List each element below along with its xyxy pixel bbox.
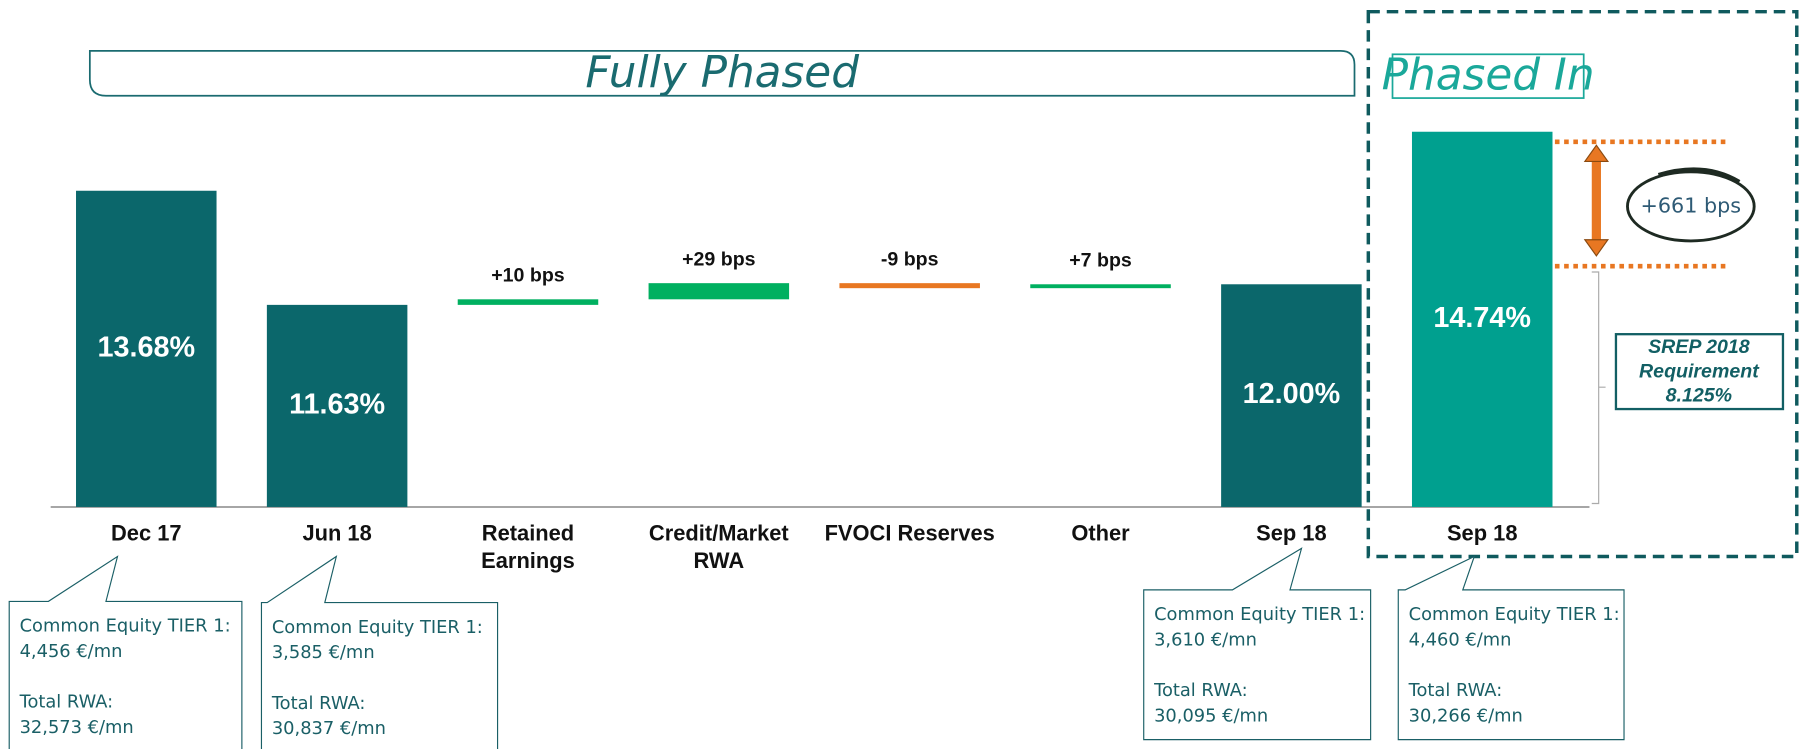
callout-text: 30,095 €/mn — [1154, 706, 1268, 727]
ring-swoosh — [1657, 167, 1741, 185]
srep-line: Requirement — [1639, 360, 1760, 382]
callout-text: Common Equity TIER 1: — [272, 617, 483, 638]
difference-label: +661 bps — [1641, 193, 1742, 217]
srep-line: SREP 2018 — [1648, 336, 1750, 358]
value-label: 13.68% — [97, 331, 195, 363]
phased-in-title-frame — [1391, 53, 1585, 99]
x-tick-label: Sep 18 — [1447, 520, 1518, 545]
x-tick-label: Sep 18 — [1256, 520, 1327, 545]
bar — [648, 283, 790, 300]
value-label: +7 bps — [1069, 249, 1132, 271]
value-label: 11.63% — [289, 389, 385, 421]
x-tick-label: Jun 18 — [302, 520, 371, 545]
callout-text: 4,456 €/mn — [20, 641, 123, 662]
callout-text: Common Equity TIER 1: — [1409, 604, 1620, 625]
value-label: +10 bps — [491, 264, 565, 286]
callout-text: Common Equity TIER 1: — [20, 616, 231, 637]
x-tick-label: Dec 17 — [111, 520, 182, 545]
callout-text: 32,573 €/mn — [20, 717, 134, 738]
value-label: 12.00% — [1243, 378, 1341, 410]
callout-text: Common Equity TIER 1: — [1154, 604, 1365, 625]
callout-text: 3,585 €/mn — [272, 642, 375, 663]
callout-box — [260, 555, 499, 749]
value-label: 14.74% — [1433, 302, 1531, 334]
bar — [76, 190, 217, 507]
callout-box — [1143, 547, 1372, 741]
callout-text: Total RWA: — [19, 692, 114, 713]
callout-text: 4,460 €/mn — [1409, 630, 1512, 651]
header-frame — [88, 49, 1356, 97]
srep-box — [1614, 333, 1785, 411]
callout-text: Total RWA: — [1153, 680, 1248, 701]
phased-in-title: Phased In — [1382, 49, 1595, 100]
value-label: +29 bps — [682, 248, 756, 270]
callout-text: 3,610 €/mn — [1154, 630, 1257, 651]
callout-text: 30,837 €/mn — [272, 718, 386, 739]
value-label: -9 bps — [881, 248, 939, 270]
bracket — [1591, 271, 1606, 505]
callout-box — [1397, 555, 1625, 741]
callout-text: 30,266 €/mn — [1409, 706, 1523, 727]
x-tick-label: Credit/Market RWA — [649, 520, 790, 573]
x-tick-label: Other — [1071, 520, 1130, 545]
x-tick-label: Retained Earnings — [481, 520, 575, 573]
phased-in-frame — [1366, 9, 1799, 559]
bar — [266, 304, 408, 507]
x-tick-label: FVOCI Reserves — [825, 520, 995, 545]
bar — [1221, 284, 1362, 507]
arrow-heads — [1583, 144, 1610, 257]
bar — [1030, 284, 1171, 289]
callout-box — [8, 555, 243, 749]
srep-line: 8.125% — [1666, 385, 1732, 407]
fully-phased-title: Fully Phased — [585, 47, 859, 98]
bar — [839, 283, 980, 289]
bar — [457, 299, 599, 305]
callout-text: Total RWA: — [271, 693, 366, 714]
callout-text: Total RWA: — [1408, 680, 1503, 701]
bar — [1411, 131, 1553, 507]
